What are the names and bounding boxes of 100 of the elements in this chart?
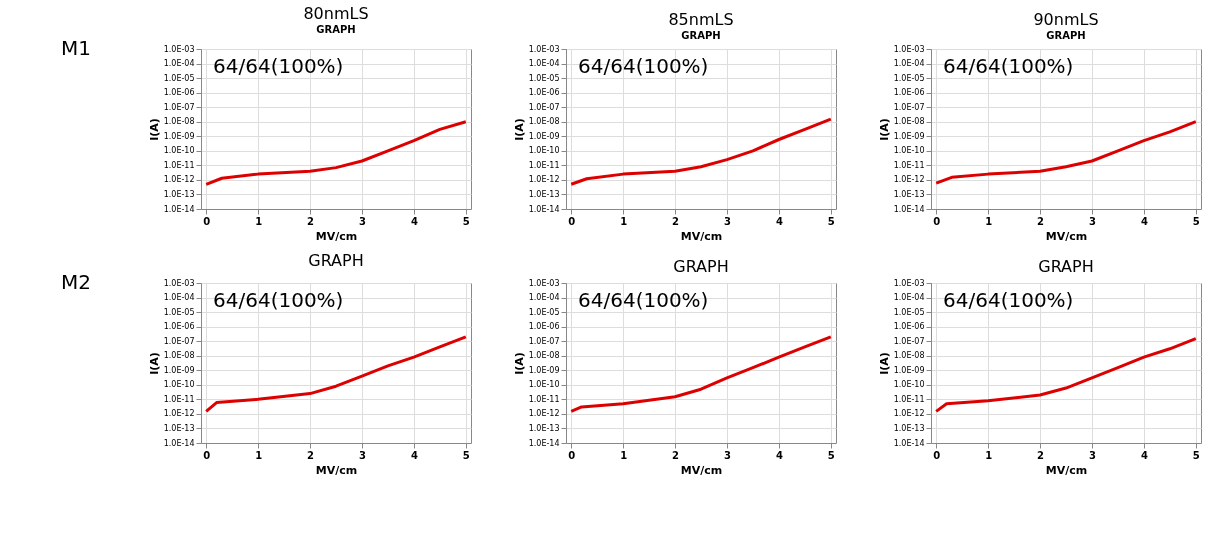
y-tick-label: 1.0E-03: [528, 278, 560, 288]
y-tick-label: 1.0E-09: [893, 131, 925, 141]
y-tick-label: 1.0E-07: [528, 336, 560, 346]
x-tick-label: 5: [827, 449, 835, 461]
x-tick-label: 0: [203, 449, 211, 461]
x-tick-label: 4: [410, 215, 418, 227]
x-tick-label: 0: [203, 215, 211, 227]
x-tick-label: 1: [985, 449, 993, 461]
y-tick-label: 1.0E-14: [163, 438, 195, 448]
x-tick-label: 4: [410, 449, 418, 461]
x-tick-label: 1: [255, 215, 263, 227]
annotation: 64/64(100%): [213, 54, 344, 78]
y-tick-label: 1.0E-11: [163, 160, 195, 170]
y-tick-label: 1.0E-10: [528, 146, 560, 156]
y-tick-label: 1.0E-04: [528, 59, 560, 69]
x-tick-label: 1: [255, 449, 263, 461]
line-series: [569, 335, 833, 413]
x-tick-label: 3: [1088, 215, 1096, 227]
y-tick-label: 1.0E-04: [528, 293, 560, 303]
y-axis-title: I(A): [512, 118, 526, 141]
line-series: [934, 120, 1198, 185]
y-tick-label: 1.0E-12: [893, 175, 925, 185]
y-tick-label: 1.0E-05: [163, 73, 195, 83]
x-tick-label: 1: [985, 215, 993, 227]
x-tick-label: 2: [307, 215, 315, 227]
y-tick-label: 1.0E-07: [163, 336, 195, 346]
x-tick-label: 3: [723, 449, 731, 461]
x-axis-title: MV/cm: [1045, 229, 1088, 243]
x-tick-label: 3: [723, 215, 731, 227]
y-tick-label: 1.0E-07: [528, 102, 560, 112]
x-axis-title: MV/cm: [1045, 463, 1088, 477]
y-tick-label: 1.0E-10: [893, 146, 925, 156]
chart-subtitle: GRAPH: [681, 30, 721, 41]
line-series: [569, 117, 833, 186]
y-tick-label: 1.0E-03: [893, 44, 925, 54]
y-tick-label: 1.0E-05: [893, 73, 925, 83]
y-tick-label: 1.0E-07: [893, 102, 925, 112]
chart-title: 80nmLS: [303, 4, 369, 23]
x-tick-label: 2: [672, 449, 680, 461]
x-tick-label: 2: [307, 449, 315, 461]
y-tick-label: 1.0E-05: [893, 307, 925, 317]
annotation: 64/64(100%): [943, 288, 1074, 312]
chart-title: GRAPH: [308, 251, 364, 270]
y-tick-label: 1.0E-07: [893, 336, 925, 346]
y-tick-label: 1.0E-12: [163, 409, 195, 419]
x-tick-label: 3: [358, 449, 366, 461]
y-tick-label: 1.0E-03: [528, 44, 560, 54]
x-tick-label: 5: [462, 215, 470, 227]
y-axis-title: I(A): [147, 352, 161, 375]
x-axis-title: MV/cm: [680, 229, 723, 243]
x-axis-title: MV/cm: [315, 229, 358, 243]
y-tick-label: 1.0E-13: [893, 423, 925, 433]
y-tick-label: 1.0E-08: [528, 117, 560, 127]
y-tick-label: 1.0E-13: [163, 423, 195, 433]
y-tick-label: 1.0E-03: [163, 44, 195, 54]
y-tick-label: 1.0E-08: [163, 117, 195, 127]
chart-title: GRAPH: [1038, 257, 1094, 276]
x-tick-label: 3: [358, 215, 366, 227]
y-axis-title: I(A): [512, 352, 526, 375]
annotation: 64/64(100%): [943, 54, 1074, 78]
y-tick-label: 1.0E-05: [528, 307, 560, 317]
y-tick-label: 1.0E-09: [528, 365, 560, 375]
x-axis-title: MV/cm: [680, 463, 723, 477]
line-series: [204, 120, 468, 186]
y-tick-label: 1.0E-10: [893, 380, 925, 390]
y-tick-label: 1.0E-11: [528, 394, 560, 404]
line-series: [934, 337, 1198, 413]
y-tick-label: 1.0E-06: [163, 88, 195, 98]
y-tick-label: 1.0E-08: [163, 351, 195, 361]
y-tick-label: 1.0E-04: [893, 293, 925, 303]
y-tick-label: 1.0E-11: [528, 160, 560, 170]
x-tick-label: 2: [1037, 215, 1045, 227]
y-tick-label: 1.0E-14: [163, 204, 195, 214]
text: M1: [61, 36, 91, 60]
y-tick-label: 1.0E-04: [893, 59, 925, 69]
y-tick-label: 1.0E-08: [528, 351, 560, 361]
y-axis-title: I(A): [147, 118, 161, 141]
y-tick-label: 1.0E-11: [893, 394, 925, 404]
y-tick-label: 1.0E-08: [893, 117, 925, 127]
x-tick-label: 2: [672, 215, 680, 227]
x-tick-label: 4: [775, 215, 783, 227]
y-tick-label: 1.0E-12: [528, 409, 560, 419]
x-tick-label: 4: [775, 449, 783, 461]
x-tick-label: 5: [827, 215, 835, 227]
y-axis-title: I(A): [877, 118, 891, 141]
y-tick-label: 1.0E-12: [528, 175, 560, 185]
chart-subtitle: GRAPH: [1046, 30, 1086, 41]
chart-title: GRAPH: [673, 257, 729, 276]
y-tick-label: 1.0E-04: [163, 293, 195, 303]
y-tick-label: 1.0E-14: [528, 204, 560, 214]
y-tick-label: 1.0E-10: [163, 380, 195, 390]
chart-subtitle: GRAPH: [316, 24, 356, 35]
y-tick-label: 1.0E-04: [163, 59, 195, 69]
x-tick-label: 2: [1037, 449, 1045, 461]
annotation: 64/64(100%): [578, 54, 709, 78]
y-tick-label: 1.0E-09: [893, 365, 925, 375]
chart-title: 85nmLS: [668, 10, 734, 29]
y-tick-label: 1.0E-09: [163, 365, 195, 375]
y-tick-label: 1.0E-10: [528, 380, 560, 390]
y-tick-label: 1.0E-05: [528, 73, 560, 83]
